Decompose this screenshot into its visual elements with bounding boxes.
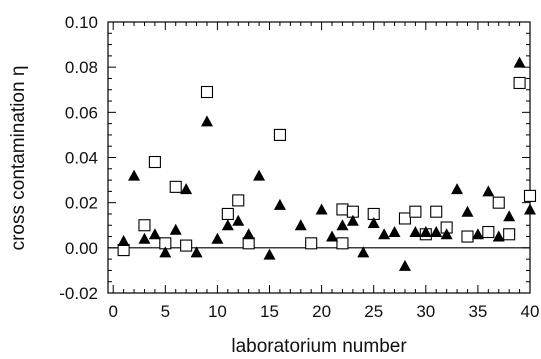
y-tick-label: 0.00	[65, 239, 98, 258]
x-tick-label: 5	[161, 302, 170, 321]
open-square-point	[482, 225, 495, 239]
x-tick-label: 15	[260, 302, 279, 321]
filled-triangle-point	[294, 219, 307, 231]
filled-triangle-point	[398, 259, 411, 271]
open-square-point	[273, 128, 286, 141]
filled-triangle-point	[138, 232, 151, 244]
filled-triangle-point	[346, 214, 359, 226]
open-square-point	[148, 155, 161, 169]
tick-labels: 0 5 10 15 20 25 30 35 40 -0.02 0.00 0.02 0.04 0.06 0.0…	[59, 13, 539, 321]
filled-triangle-point	[409, 226, 422, 238]
x-tick-label: 30	[416, 302, 435, 321]
filled-triangle-point	[180, 183, 193, 195]
filled-triangle-point	[367, 216, 380, 228]
x-tick-label: 40	[521, 302, 540, 321]
filled-triangle-point	[471, 228, 484, 240]
filled-triangle-point	[159, 246, 172, 258]
open-square-point	[513, 76, 526, 90]
y-tick-label: -0.02	[59, 284, 98, 303]
filled-triangle-point	[503, 210, 516, 222]
x-tick-label: 25	[364, 302, 383, 321]
y-tick-label: 0.08	[65, 58, 98, 77]
open-square-point	[200, 85, 214, 99]
open-square-point	[336, 237, 349, 250]
x-tick-label: 20	[312, 302, 331, 321]
filled-triangle-point	[221, 219, 234, 231]
filled-triangle-point	[273, 198, 286, 210]
filled-triangle-point	[378, 228, 391, 240]
open-square-point	[409, 205, 422, 218]
y-axis-label: cross contamination η	[8, 66, 29, 251]
filled-triangle-point	[430, 226, 443, 238]
filled-triangle-point	[315, 203, 328, 215]
data-markers	[117, 56, 537, 271]
x-tick-label: 35	[468, 302, 487, 321]
x-tick-label: 0	[108, 302, 117, 321]
open-square-point	[221, 207, 234, 221]
filled-triangle-point	[524, 203, 536, 215]
filled-triangle-point	[200, 115, 213, 127]
filled-triangle-point	[169, 223, 182, 235]
filled-triangle-point	[388, 226, 401, 238]
y-tick-label: 0.10	[65, 13, 98, 32]
filled-triangle-point	[128, 169, 141, 181]
filled-triangle-point	[440, 228, 453, 240]
filled-triangle-point	[242, 228, 255, 240]
open-square-point	[430, 205, 443, 218]
filled-triangle-point	[263, 248, 276, 260]
filled-triangle-point	[482, 185, 495, 197]
open-square-point	[461, 230, 474, 243]
filled-triangle-point	[419, 226, 432, 238]
open-square-point	[503, 228, 516, 241]
filled-triangle-point	[232, 214, 245, 226]
open-square-point	[117, 244, 130, 257]
y-tick-label: 0.02	[65, 194, 98, 213]
open-square-point	[492, 196, 505, 209]
open-square-point	[336, 203, 349, 216]
filled-triangle-point	[326, 230, 339, 242]
filled-triangle-point	[513, 56, 526, 68]
filled-triangle-point	[148, 228, 161, 240]
open-square-point	[180, 239, 193, 252]
open-square-point	[138, 219, 151, 232]
x-tick-label: 10	[208, 302, 227, 321]
open-square-point	[242, 237, 255, 250]
filled-triangle-point	[451, 183, 464, 195]
filled-triangle-point	[211, 232, 224, 244]
open-square-point	[232, 194, 245, 207]
y-tick-label: 0.06	[65, 103, 98, 122]
open-square-point	[523, 189, 537, 202]
open-square-point	[305, 237, 318, 250]
axis-ticks	[108, 21, 531, 294]
open-square-point	[169, 180, 182, 193]
x-axis-label: laboratorium number	[231, 336, 407, 357]
filled-triangle-point	[492, 230, 505, 242]
filled-triangle-point	[117, 235, 130, 247]
y-tick-label: 0.04	[65, 149, 98, 168]
open-square-point	[398, 212, 412, 225]
plot-frame	[107, 21, 531, 294]
filled-triangle-point	[190, 246, 203, 258]
filled-triangle-point	[461, 205, 474, 217]
filled-triangle-point	[253, 169, 266, 181]
filled-triangle-point	[336, 219, 349, 231]
filled-triangle-point	[357, 246, 370, 258]
